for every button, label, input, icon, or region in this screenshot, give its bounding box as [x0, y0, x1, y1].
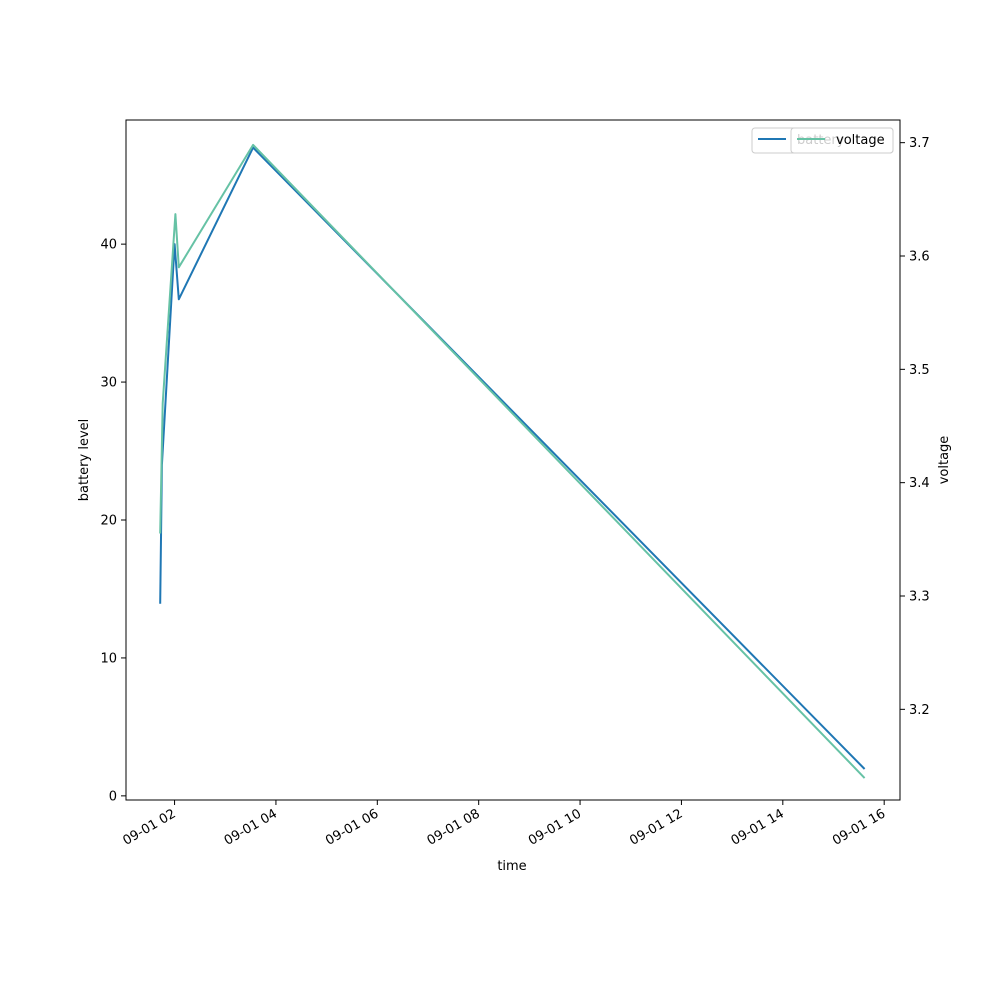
y-axis-right-label: voltage	[937, 436, 952, 485]
y-right-tick-label: 3.5	[909, 363, 930, 378]
legend-box-voltage	[790, 127, 894, 154]
y-left-tick-label: 20	[100, 514, 117, 529]
plot-frame	[125, 119, 901, 801]
y-left-tick-label: 0	[109, 789, 117, 804]
y-left-tick-label: 10	[100, 651, 117, 666]
y-right-tick-label: 3.3	[909, 590, 930, 605]
y-right-tick-label: 3.2	[909, 703, 930, 718]
series-layer	[159, 143, 866, 779]
y-axis-left-ticks: 0 10 20 30 40	[100, 238, 126, 804]
y-left-tick-label: 30	[100, 376, 117, 391]
legend-layer: batteryvoltage	[751, 127, 894, 154]
y-right-tick-label: 3.6	[909, 250, 930, 265]
y-axis-right-ticks: 3.2 3.3 3.4 3.5 3.6 3.7	[900, 136, 930, 718]
y-left-tick-label: 40	[100, 238, 117, 253]
legend-label-voltage: voltage	[836, 133, 885, 148]
y-right-tick-label: 3.7	[909, 136, 930, 151]
series-line-voltage	[159, 143, 866, 779]
y-axis-left-label: battery level	[77, 419, 92, 502]
y-right-tick-label: 3.4	[909, 476, 930, 491]
x-axis-label: time	[497, 859, 526, 874]
